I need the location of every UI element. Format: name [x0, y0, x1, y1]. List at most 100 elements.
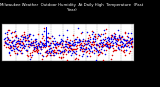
- Point: [22, 36, 25, 37]
- Point: [96, 50, 99, 52]
- Point: [17, 37, 20, 39]
- Point: [14, 31, 17, 32]
- Point: [16, 49, 19, 51]
- Point: [15, 43, 17, 45]
- Point: [105, 28, 107, 29]
- Point: [64, 40, 66, 42]
- Point: [84, 48, 87, 50]
- Point: [15, 37, 18, 38]
- Point: [76, 47, 79, 49]
- Point: [17, 39, 20, 41]
- Point: [6, 36, 8, 38]
- Point: [8, 47, 11, 48]
- Point: [126, 41, 129, 43]
- Point: [67, 44, 70, 46]
- Point: [58, 56, 60, 57]
- Point: [124, 44, 127, 45]
- Point: [113, 36, 115, 38]
- Point: [56, 52, 59, 53]
- Point: [120, 35, 123, 37]
- Point: [115, 49, 118, 51]
- Point: [111, 45, 114, 46]
- Point: [23, 47, 25, 49]
- Point: [117, 29, 119, 30]
- Point: [119, 41, 122, 42]
- Point: [56, 50, 58, 51]
- Point: [58, 34, 60, 36]
- Point: [32, 41, 34, 42]
- Point: [18, 44, 21, 45]
- Point: [30, 56, 33, 58]
- Point: [127, 44, 130, 45]
- Point: [34, 48, 37, 49]
- Point: [34, 47, 37, 48]
- Point: [40, 33, 43, 34]
- Point: [101, 42, 104, 43]
- Point: [30, 42, 32, 44]
- Point: [25, 44, 27, 45]
- Point: [125, 49, 128, 50]
- Point: [103, 39, 105, 41]
- Point: [85, 48, 88, 49]
- Point: [13, 50, 15, 52]
- Point: [104, 37, 106, 38]
- Point: [38, 44, 40, 45]
- Point: [45, 40, 48, 41]
- Point: [20, 41, 23, 43]
- Point: [22, 43, 25, 44]
- Point: [35, 49, 37, 51]
- Point: [57, 43, 60, 45]
- Point: [5, 39, 8, 41]
- Point: [40, 48, 42, 50]
- Point: [4, 41, 7, 43]
- Point: [36, 33, 39, 35]
- Point: [97, 46, 100, 48]
- Point: [81, 40, 84, 42]
- Point: [13, 43, 16, 44]
- Point: [112, 51, 114, 52]
- Point: [65, 40, 67, 42]
- Point: [9, 46, 12, 48]
- Point: [119, 40, 122, 42]
- Point: [65, 41, 67, 43]
- Point: [59, 41, 62, 43]
- Point: [14, 53, 17, 54]
- Point: [81, 55, 83, 57]
- Point: [91, 51, 94, 52]
- Point: [21, 44, 24, 46]
- Point: [13, 39, 15, 41]
- Point: [33, 46, 36, 48]
- Point: [118, 39, 121, 40]
- Point: [122, 51, 125, 52]
- Point: [88, 34, 90, 35]
- Point: [21, 48, 23, 49]
- Point: [80, 44, 83, 45]
- Point: [80, 44, 83, 46]
- Point: [87, 39, 90, 40]
- Point: [95, 45, 98, 46]
- Point: [125, 43, 127, 44]
- Point: [122, 44, 125, 46]
- Point: [29, 34, 31, 35]
- Point: [40, 59, 43, 60]
- Point: [74, 57, 77, 58]
- Point: [36, 52, 39, 54]
- Point: [97, 35, 99, 36]
- Point: [117, 38, 119, 39]
- Point: [93, 49, 95, 50]
- Point: [116, 44, 119, 46]
- Point: [18, 42, 20, 44]
- Point: [79, 46, 82, 47]
- Point: [123, 49, 125, 51]
- Point: [82, 38, 85, 39]
- Point: [31, 44, 34, 46]
- Point: [45, 54, 48, 55]
- Point: [18, 44, 20, 45]
- Point: [84, 47, 87, 48]
- Point: [10, 49, 12, 51]
- Point: [99, 51, 102, 53]
- Point: [117, 40, 120, 41]
- Point: [53, 50, 55, 51]
- Point: [81, 54, 84, 55]
- Point: [5, 42, 8, 43]
